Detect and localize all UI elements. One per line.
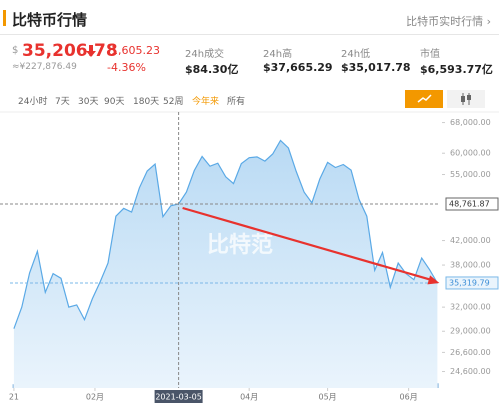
realtime-link[interactable]: 比特币实时行情 ›	[406, 15, 491, 28]
stat-value: $37,665.29	[263, 61, 333, 74]
stat-label: 市值	[420, 49, 440, 60]
y-tick-label: 26,600.00	[450, 348, 491, 357]
arrow	[182, 206, 432, 282]
line-view-button[interactable]	[405, 90, 443, 108]
tab[interactable]: 52周	[163, 97, 184, 107]
stat-label: 24h低	[341, 49, 371, 60]
tab[interactable]: 30天	[78, 97, 99, 107]
price: 35,206.78	[22, 41, 118, 61]
y-tick-label: 29,000.00	[450, 327, 491, 336]
divider	[0, 34, 499, 35]
change-pct: -4.36%	[107, 61, 146, 74]
cny-price: ≈¥227,876.49	[12, 62, 77, 72]
y-tick-label: 38,000.00	[450, 261, 491, 270]
title-bar	[3, 10, 6, 26]
y-tick-label: 60,000.00	[450, 149, 491, 158]
last-price-label: 35,319.79	[449, 278, 490, 287]
tab[interactable]: 180天	[133, 97, 160, 107]
currency: $	[12, 45, 19, 56]
tab[interactable]: 90天	[104, 97, 125, 107]
y-tick-label: 24,600.00	[450, 367, 491, 376]
tab[interactable]: 7天	[55, 97, 70, 107]
tab[interactable]: 今年来	[192, 97, 220, 107]
stat-label: 24h成交	[185, 49, 225, 60]
page-title: 比特币行情	[12, 11, 88, 29]
tab[interactable]: 所有	[227, 97, 246, 107]
tab[interactable]: 24小时	[18, 97, 48, 107]
x-tick-label: 21	[9, 393, 19, 402]
stat-value: $84.30亿	[185, 63, 239, 76]
last-price-box	[445, 276, 499, 290]
crosshair-x-box	[154, 390, 203, 403]
x-tick-label: 05月	[319, 393, 337, 402]
change: -1,605.23	[107, 44, 160, 57]
candle-icon	[461, 93, 471, 105]
down-arrow	[86, 45, 96, 57]
x-tick-label: 02月	[86, 393, 104, 402]
watermark: 比特范	[207, 232, 273, 258]
price-area	[13, 140, 438, 388]
stat-value: $35,017.78	[341, 61, 411, 74]
crosshair-y-label: 48,761.87	[449, 200, 490, 209]
crosshair-x-label: 2021-03-05	[155, 393, 202, 402]
x-tick-label: 04月	[240, 393, 258, 402]
price-line	[13, 139, 438, 329]
arrow-head	[427, 275, 440, 285]
candle-view-button[interactable]	[447, 90, 485, 108]
stat-value: $6,593.77亿	[420, 63, 493, 76]
y-tick-label: 42,000.00	[450, 236, 491, 245]
line-icon	[417, 94, 432, 103]
x-tick-label: 06月	[400, 393, 418, 402]
y-tick-label: 55,000.00	[450, 170, 491, 179]
crosshair-y-box	[445, 197, 499, 211]
y-tick-label: 68,000.00	[450, 118, 491, 127]
stat-label: 24h高	[263, 49, 293, 60]
y-tick-label: 32,000.00	[450, 303, 491, 312]
